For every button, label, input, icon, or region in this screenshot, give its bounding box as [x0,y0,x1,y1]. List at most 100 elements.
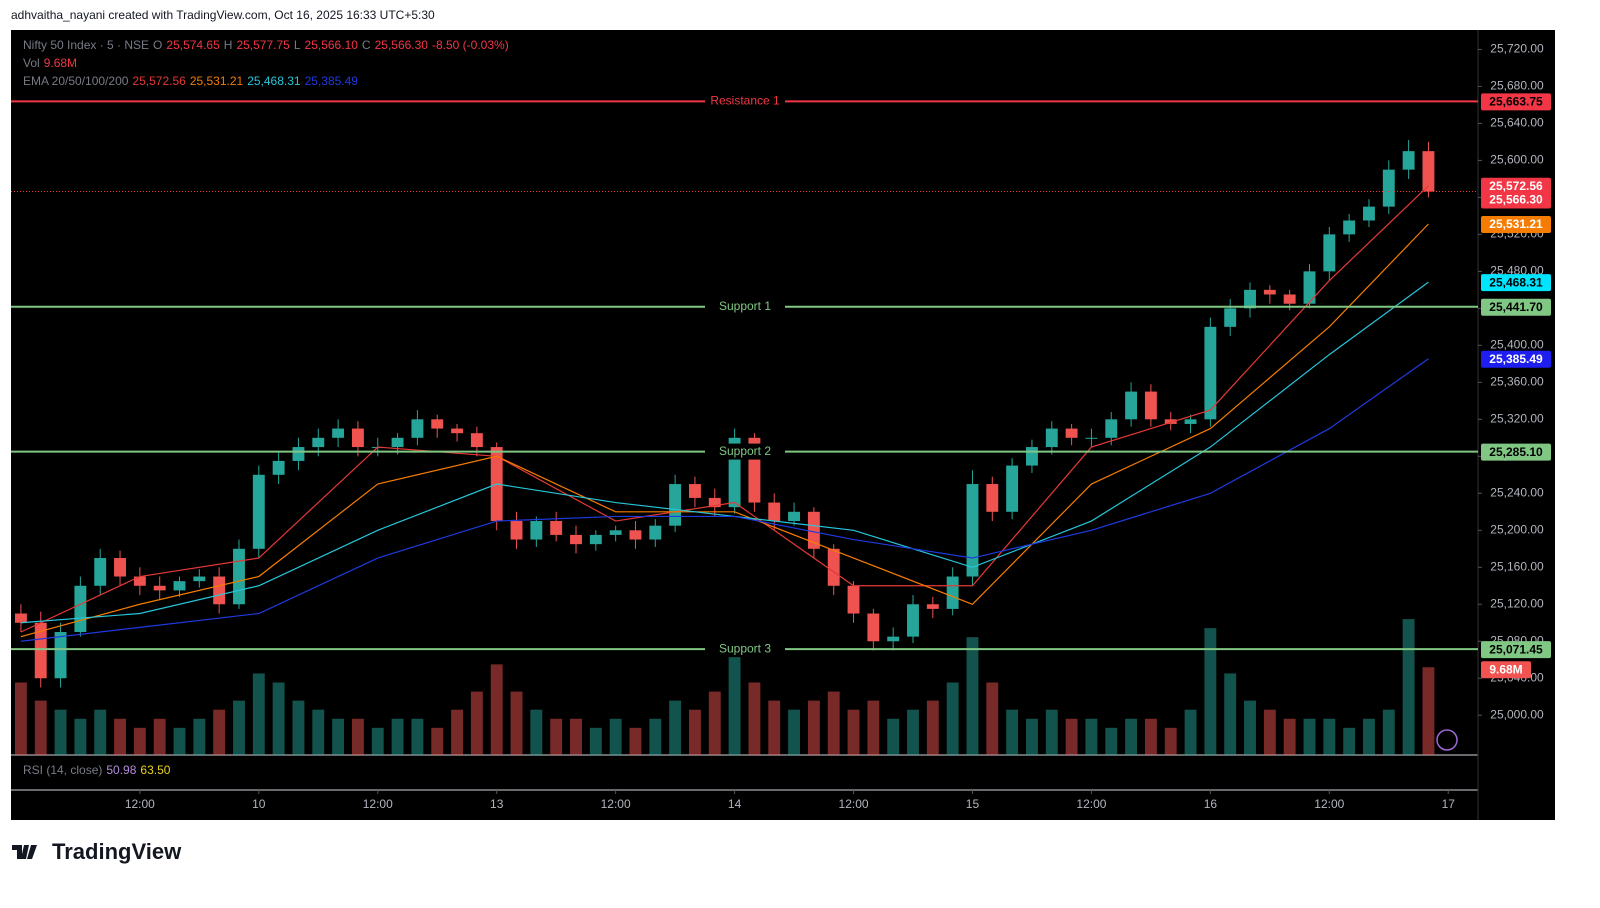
volume-bar [173,727,186,755]
candle-body [1184,419,1197,424]
x-tick-label: 12:00 [363,797,393,811]
candle-body [530,521,543,540]
candle-body [431,419,444,429]
candle-body [1065,428,1078,438]
candle-body [649,525,662,540]
candle-body [74,585,87,633]
candle-body [133,576,146,586]
y-tick-label: 25,360.00 [1490,374,1544,388]
candle-body [926,604,939,609]
volume-bar [1283,718,1296,755]
volume-bar [887,718,900,755]
candle-body [609,530,622,535]
legend-line: Vol 9.68M [23,56,77,70]
candle-body [1105,419,1118,438]
candle-body [887,636,900,642]
candle-body [768,502,781,522]
candle-body [292,447,305,461]
volume-bar [34,700,47,755]
legend-symbol: Nifty 50 Index · 5 · NSE [23,38,149,52]
candle-body [1026,447,1038,466]
candle-body [173,581,186,591]
price-tag-label: 25,663.75 [1489,95,1543,109]
volume-bar [272,682,285,755]
header: adhvaitha_nayani created with TradingVie… [11,8,435,22]
candle-body [312,437,325,448]
volume-bar [431,727,444,755]
legend-line: Nifty 50 Index · 5 · NSE O 25,574.65 H 25,57… [23,38,509,52]
volume-bar [688,709,701,755]
level-label: Resistance 1 [710,94,780,108]
candle-body [1363,206,1375,221]
candle-body [14,613,27,623]
volume-bar [252,673,265,755]
volume-bar [748,682,761,755]
volume-bar [649,718,662,755]
candle-body [550,521,563,535]
price-tag [1481,177,1551,195]
x-tick-label: 17 [1442,797,1456,811]
volume-bar [867,700,880,755]
volume-bar [570,718,582,755]
volume-bar [589,727,602,755]
volume-bar [54,709,67,755]
volume-bar [14,682,27,755]
volume-bar [1422,667,1435,755]
price-tag [1481,350,1551,368]
legend-value: 25,566.10 [305,38,359,52]
y-tick-label: 25,160.00 [1490,559,1544,573]
volume-bar [1244,700,1256,755]
candle-body [94,558,107,586]
y-tick-label: 25,720.00 [1490,42,1544,56]
volume-bar [1382,709,1395,755]
x-tick-label: 12:00 [125,797,155,811]
volume-bar [351,718,364,755]
price-tag-label: 25,531.21 [1489,217,1543,231]
legend-line: EMA 20/50/100/200 25,572.56 25,531.21 25,46… [23,74,358,88]
price-tag-label: 25,071.45 [1489,642,1543,656]
candle-body [1224,308,1237,327]
candle-body [807,511,820,549]
ema-line [20,223,1429,638]
candle-body [1085,437,1098,439]
price-tag-label: 25,385.49 [1489,352,1543,366]
volume-bar [133,727,146,755]
y-tick-label: 25,400.00 [1490,338,1544,352]
rsi-value: 50.98 [106,763,136,777]
volume-bar [768,700,781,755]
x-tick-label: 12:00 [1076,797,1106,811]
candle-body [34,622,47,679]
x-tick-label: 14 [728,797,742,811]
candle-body [213,576,226,605]
legend-value: 25,577.75 [236,38,290,52]
candle-body [510,521,523,540]
volume-bar [530,709,543,755]
candle-body [1144,391,1157,420]
candle-body [332,428,345,438]
candle-body [748,437,761,503]
candle-body [708,497,721,508]
candle-body [54,632,67,679]
candle-body [1343,220,1356,235]
candle-body [966,484,979,577]
volume-bar [807,700,820,755]
volume-bar [1303,718,1316,755]
price-tag [1481,641,1551,659]
volume-bar [391,718,404,755]
y-tick-label: 25,680.00 [1490,79,1544,93]
volume-bar [907,709,919,755]
rsi-label: RSI (14, close) [23,763,102,777]
x-tick-label: 12:00 [601,797,631,811]
price-tag-label: 25,468.31 [1489,275,1543,289]
candle-body [589,534,602,545]
legend-key: L [294,38,301,52]
volume-bar [966,637,979,755]
price-tag [1481,443,1551,461]
volume-bar [114,718,126,755]
legend-value: 25,468.31 [247,74,301,88]
y-tick-label: 25,000.00 [1490,707,1544,721]
candle-body [411,419,424,438]
candle-body [1164,419,1177,424]
candle-body [233,548,245,605]
candle-body [570,534,582,545]
